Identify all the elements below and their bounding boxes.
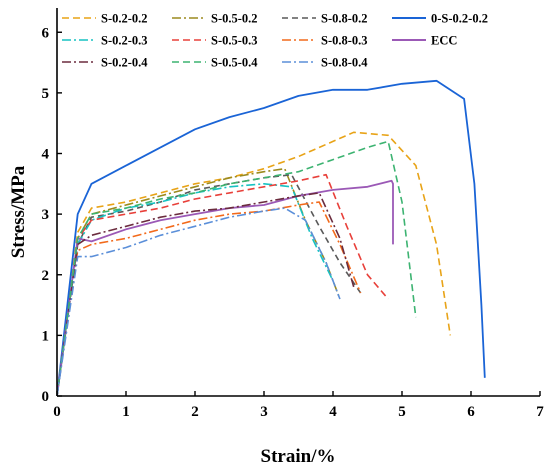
legend: S-0.2-0.2 S-0.5-0.2 S-0.8-0.2 0-S-0.2-0.2 S-…	[62, 12, 488, 70]
legend-label: 0-S-0.2-0.2	[431, 12, 488, 26]
y-tick-label: 3	[42, 207, 50, 223]
axes-layer	[56, 8, 540, 397]
y-tick-label: 6	[42, 25, 50, 41]
x-tick-label: 6	[467, 404, 475, 420]
series-line-s-0-2-0-3	[57, 183, 334, 396]
y-axis-title: Stress/MPa	[8, 165, 29, 258]
x-tick-label: 5	[398, 404, 406, 420]
series-line-s-0-2-0-4	[57, 192, 355, 396]
series-layer	[57, 79, 486, 396]
series-line-ecc	[57, 179, 394, 396]
series-line-s-0-5-0-2	[57, 167, 341, 396]
x-axis-title: Strain/%	[261, 446, 336, 467]
series-line-0-s-0-2-0-2	[57, 79, 486, 396]
series-line-s-0-8-0-2	[57, 173, 362, 396]
legend-label: S-0.8-0.3	[321, 34, 368, 48]
legend-label: ECC	[431, 34, 457, 48]
series-line-s-0-5-0-4	[57, 140, 417, 396]
y-tick-label: 5	[42, 86, 50, 102]
series-line-s-0-8-0-3	[57, 201, 362, 396]
legend-label: S-0.8-0.4	[321, 56, 368, 70]
legend-label: S-0.2-0.4	[101, 56, 148, 70]
x-tick-label: 3	[260, 404, 268, 420]
legend-label: S-0.2-0.3	[101, 34, 148, 48]
y-tick-label: 0	[42, 389, 50, 405]
legend-label: S-0.5-0.2	[211, 12, 258, 26]
series-line-s-0-8-0-4	[57, 207, 341, 396]
legend-label: S-0.5-0.4	[211, 56, 258, 70]
x-tick-label: 0	[53, 404, 61, 420]
y-tick-label: 2	[42, 268, 50, 284]
x-tick-label: 2	[191, 404, 199, 420]
ticks-layer: 0 1 2 3 4 5 6 7 0 1 2 3 4 5 6	[42, 25, 545, 420]
x-tick-label: 7	[536, 404, 544, 420]
series-line-s-0-2-0-2	[57, 131, 452, 396]
legend-label: S-0.8-0.2	[321, 12, 368, 26]
x-tick-label: 1	[122, 404, 130, 420]
x-tick-label: 4	[329, 404, 337, 420]
y-tick-label: 1	[42, 328, 50, 344]
legend-label: S-0.5-0.3	[211, 34, 258, 48]
y-tick-label: 4	[42, 147, 50, 163]
series-line-s-0-5-0-3	[57, 173, 389, 396]
legend-label: S-0.2-0.2	[101, 12, 148, 26]
